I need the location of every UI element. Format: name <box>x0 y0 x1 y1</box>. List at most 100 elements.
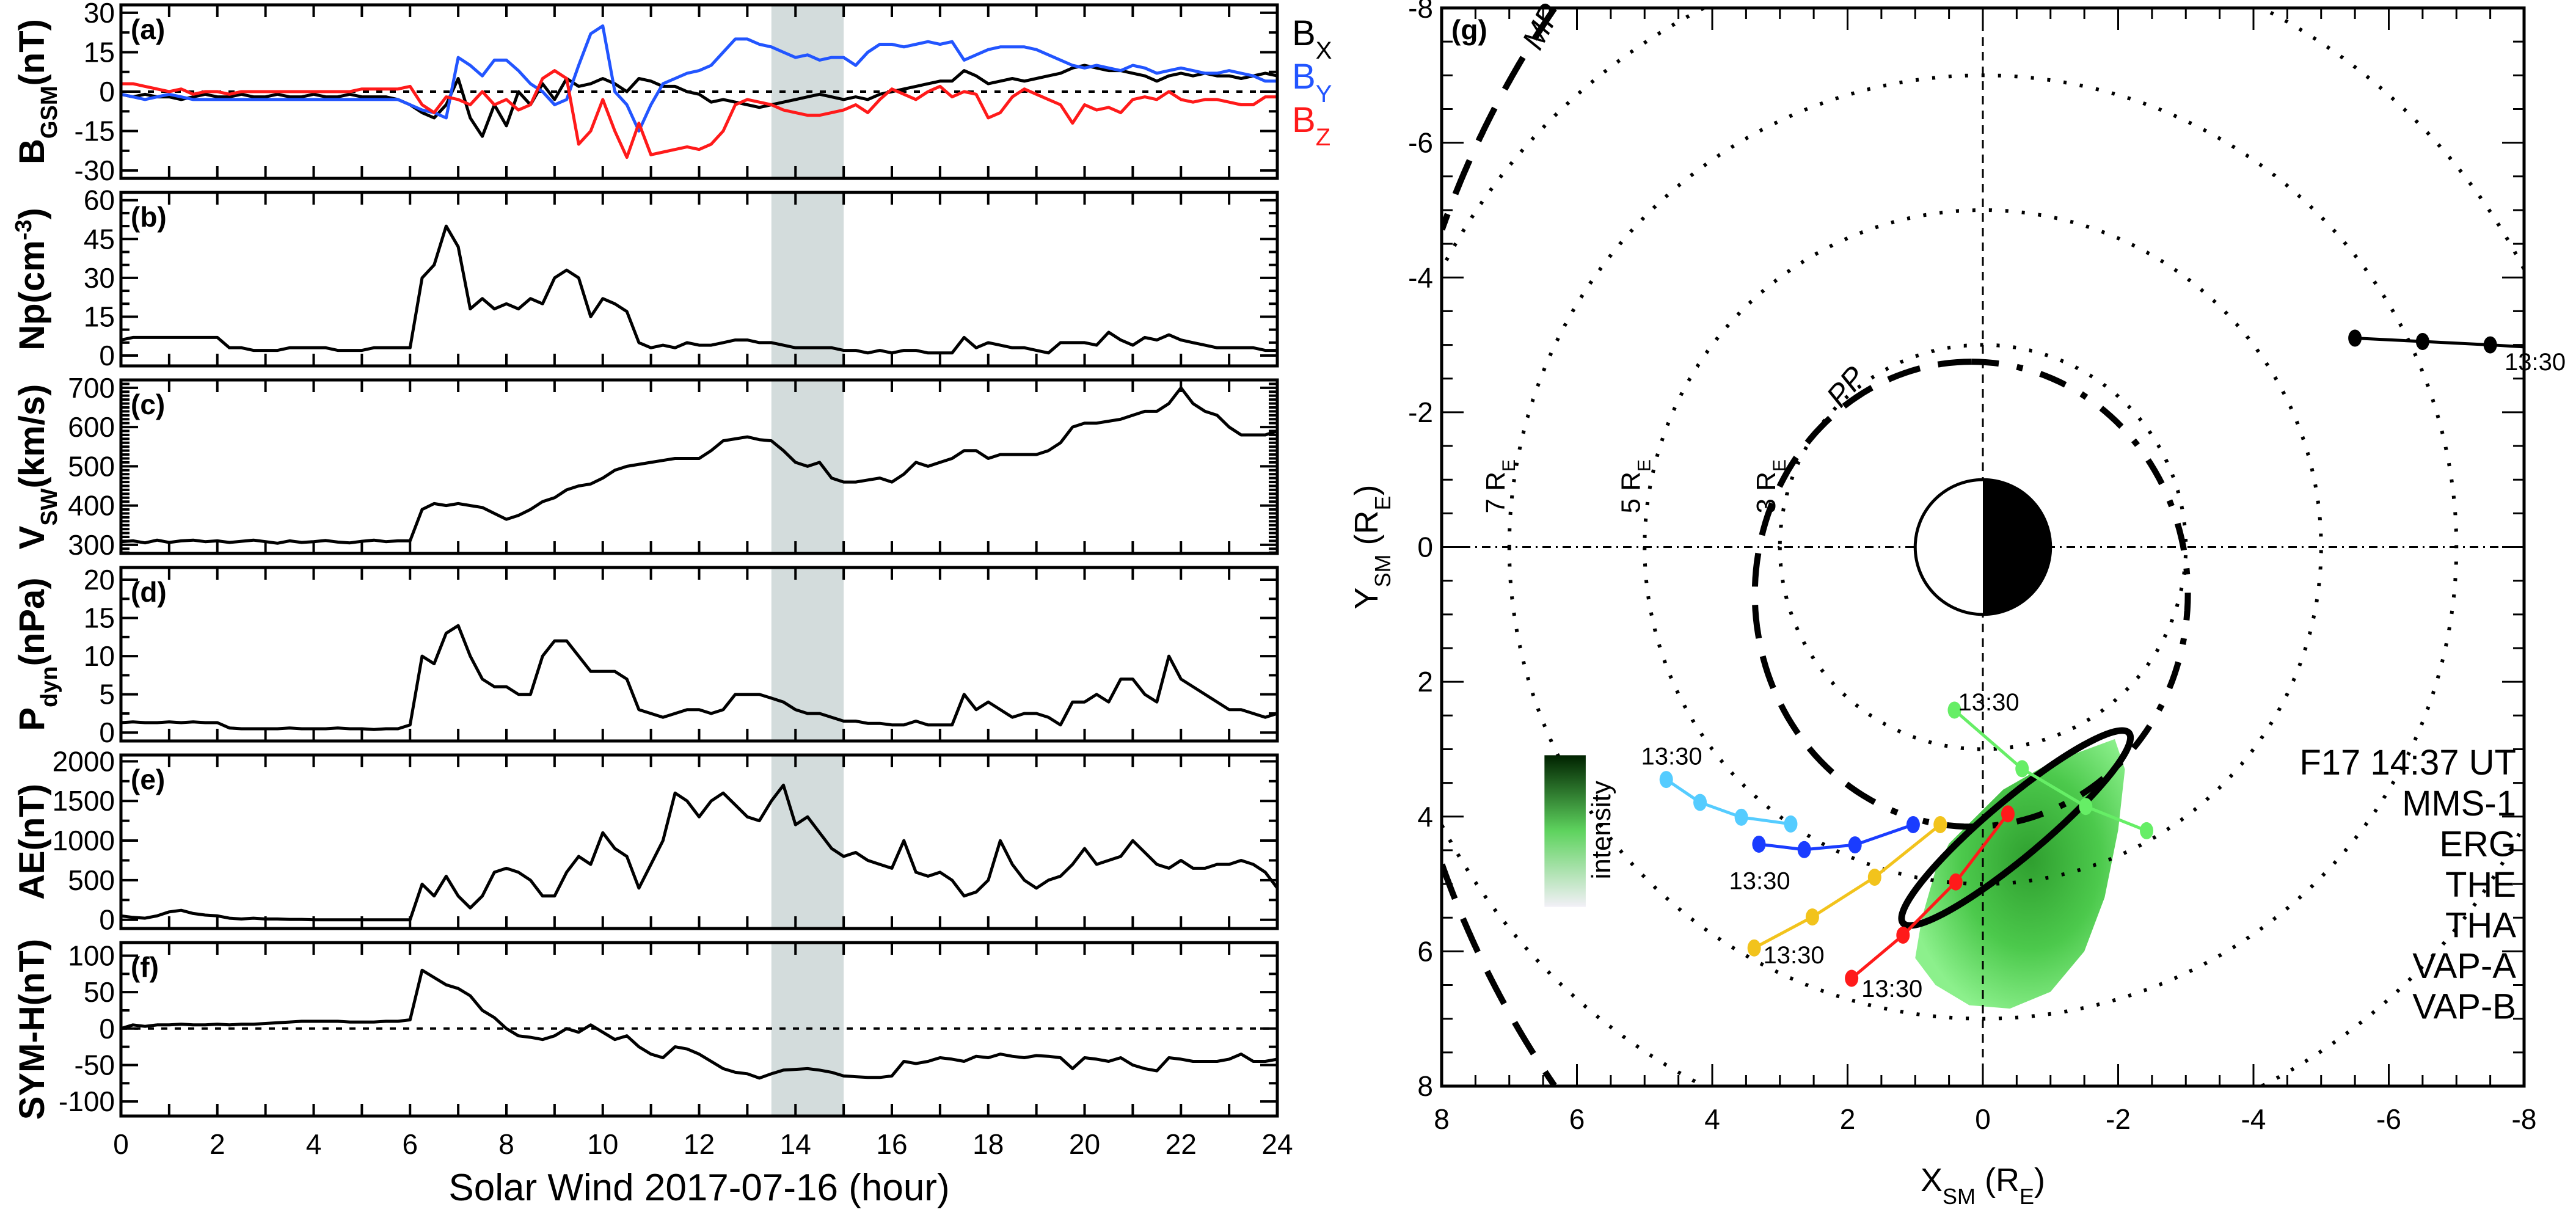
x-tick-label: 20 <box>1069 1128 1100 1160</box>
text-span: Y <box>1348 587 1385 609</box>
x-axis-label: Solar Wind 2017-07-16 (hour) <box>448 1167 949 1209</box>
panel-frame <box>119 753 1279 930</box>
y-tick-label: 0 <box>99 717 115 748</box>
time-label-vap-a: 13:30 <box>1729 868 1790 895</box>
panel-label: (a) <box>131 13 165 45</box>
x-axis-label: XSM (RE) <box>1921 1162 2045 1209</box>
text-span: (R <box>1976 1162 2020 1199</box>
panel-label: (g) <box>1451 14 1487 46</box>
text-span: dyn <box>37 666 62 707</box>
y-tick-label: 45 <box>84 223 115 255</box>
text-span: 5 R <box>1616 472 1646 513</box>
text-span: Y <box>1316 81 1332 108</box>
y-tick-label: -100 <box>59 1086 115 1117</box>
x-tick-label: 2 <box>210 1128 225 1160</box>
y-axis-label: SYM-H(nT) <box>12 939 52 1120</box>
x-tick-label: 22 <box>1166 1128 1197 1160</box>
y-tick-label: 1500 <box>53 785 115 817</box>
panel-frame <box>119 378 1279 555</box>
trajectory-point <box>1805 908 1819 926</box>
text-span: -3 <box>11 220 37 241</box>
panel-c: 300 400 500 600 700 (c) VSW(km/s) <box>12 372 1279 561</box>
y-tick-label: 500 <box>68 450 115 482</box>
y-axis-label: BGSM(nT) <box>12 19 62 164</box>
text-span: E <box>1498 459 1519 472</box>
text-span: SM <box>1370 554 1395 587</box>
x-tick-label: -4 <box>2241 1103 2266 1135</box>
text-span: E <box>1634 459 1654 472</box>
y-tick-label: 500 <box>68 864 115 896</box>
time-label-vap-b: 13:30 <box>1641 743 1702 770</box>
series-line-e <box>121 783 1277 922</box>
plasmapause-dayside <box>1751 359 1972 816</box>
series-group <box>121 386 1277 545</box>
time-label-mms-1: 13:30 <box>2505 349 2566 376</box>
text-span: SYM-H(nT) <box>12 939 52 1120</box>
trajectory-point <box>1734 808 1748 826</box>
panel-d: 0 5 10 15 20 (d) Pdyn(nPa) <box>12 564 1279 748</box>
y-axis-label: Pdyn(nPa) <box>12 577 62 731</box>
series-group <box>121 224 1277 355</box>
y-tick-label: 5 <box>99 679 115 710</box>
x-tick-label: 6 <box>1569 1103 1585 1135</box>
time-label-erg: 13:30 <box>1958 689 2019 716</box>
plasmapause-nightside <box>1911 359 2191 830</box>
orbit-plot-panel: intensity 13:30 13:30 13:30 13:30 13:30 13:30 7… <box>1348 0 2566 1209</box>
legend-entry-by: BY <box>1292 57 1332 108</box>
y-tick-label: 0 <box>99 1013 115 1045</box>
time-label-tha: 13:30 <box>1764 942 1825 969</box>
text-span: SW <box>37 488 62 525</box>
y-tick-label: 60 <box>84 184 115 216</box>
shaded-interval <box>771 755 844 929</box>
trajectory-point <box>1845 969 1859 987</box>
y-tick-label: 30 <box>84 262 115 294</box>
trajectory-point <box>1933 816 1947 833</box>
x-tick-label: 8 <box>498 1128 514 1160</box>
trajectory-point <box>1693 794 1707 811</box>
trajectory-line <box>1850 812 2009 980</box>
x-tick-label: -8 <box>2512 1103 2537 1135</box>
series-group <box>121 624 1277 731</box>
y-tick-label: 400 <box>68 490 115 522</box>
x-tick-label: 2 <box>1840 1103 1856 1135</box>
trajectory-line <box>1759 823 1914 852</box>
y-tick-label: 8 <box>1417 1070 1433 1102</box>
colorbar-label: intensity <box>1586 781 1616 879</box>
trajectory-point <box>2079 798 2093 816</box>
series-line-c <box>121 386 1277 545</box>
x-tick-label: -6 <box>2376 1103 2401 1135</box>
trajectory-point <box>2483 336 2497 354</box>
x-tick-label: 4 <box>306 1128 322 1160</box>
y-axis-label: YSM (RE) <box>1348 484 1395 609</box>
text-span: ) <box>1348 484 1385 495</box>
x-tick-label: 10 <box>587 1128 618 1160</box>
text-span: B <box>1292 57 1316 97</box>
y-tick-label: 0 <box>99 340 115 371</box>
y-tick-label: -50 <box>75 1049 115 1081</box>
y-tick-label: 2 <box>1417 666 1433 698</box>
circle-label: 5 RE <box>1616 459 1654 514</box>
y-tick-label: 0 <box>99 904 115 936</box>
panel-label: (b) <box>131 201 167 233</box>
series-line-bx <box>121 64 1277 138</box>
trajectory-point <box>2015 760 2029 778</box>
panel-label: (e) <box>131 764 165 795</box>
trajectory-line <box>2355 337 2524 349</box>
text-span: 3 R <box>1751 472 1781 513</box>
text-span: B <box>12 139 52 164</box>
legend-entry-the: THE <box>2445 865 2516 905</box>
text-span: Z <box>1316 124 1330 151</box>
text-span: E <box>1370 495 1395 510</box>
text-span: GSM <box>37 86 62 139</box>
series-line-bz <box>121 69 1277 159</box>
y-tick-label: 600 <box>68 411 115 443</box>
y-tick-label: -4 <box>1408 261 1433 293</box>
highlight-ellipse <box>1898 727 2134 929</box>
earth-night-side <box>1983 480 2051 615</box>
time-label-the: 13:30 <box>1861 976 1922 1002</box>
y-tick-label: 1000 <box>53 825 115 856</box>
series-group <box>121 783 1277 922</box>
text-span: P <box>12 707 52 731</box>
track-tha <box>1747 816 1947 957</box>
